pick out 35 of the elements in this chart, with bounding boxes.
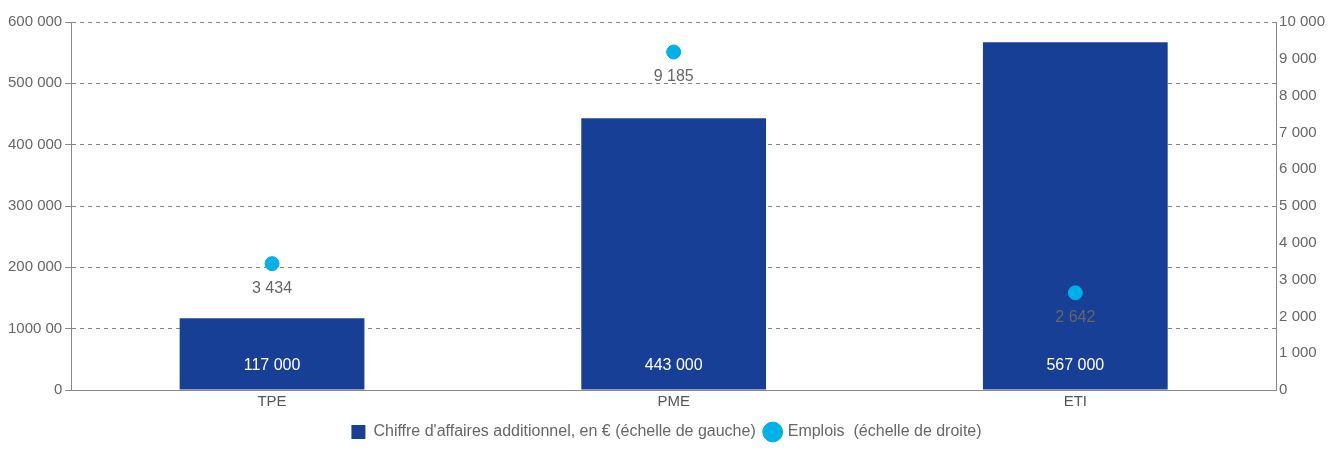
bar: [581, 118, 767, 390]
y2-tick-label: 6 000: [1279, 159, 1317, 177]
point: [1067, 285, 1083, 301]
point: [666, 44, 682, 60]
y-tick-label: 600 000: [7, 12, 63, 30]
y-tick-label: 200 000: [7, 257, 63, 275]
x-tick-label: TPE: [257, 392, 287, 410]
data-label: 117 000: [243, 355, 301, 373]
bar: [179, 318, 365, 390]
y-tick-label: 300 000: [7, 196, 63, 214]
y-tick-label: 0: [53, 380, 63, 398]
y2-tick-label: 8 000: [1279, 85, 1317, 103]
data-label: 567 000: [1046, 355, 1105, 373]
x-tick-label: PME: [657, 392, 690, 410]
y2-tick-label: 2 000: [1279, 306, 1317, 324]
y-tick-label: 1000 00: [7, 318, 63, 336]
legend-label: Chiffre d'affaires additionnel, en € (échelle de gauche): [373, 422, 756, 440]
data-label: 2 642: [1055, 308, 1096, 326]
y2-tick-label: 9 000: [1279, 48, 1317, 66]
y2-tick-label: 0: [1279, 380, 1288, 398]
y2-tick-label: 5 000: [1279, 196, 1317, 214]
data-label: 443 000: [644, 355, 703, 373]
y2-tick-label: 4 000: [1279, 232, 1317, 250]
legend-label: Emplois (échelle de droite): [787, 422, 982, 440]
bar: [982, 42, 1168, 390]
y2-tick-label: 7 000: [1279, 122, 1317, 140]
point: [264, 256, 280, 272]
y-tick-label: 400 000: [7, 134, 63, 152]
x-tick-label: ETI: [1063, 392, 1087, 410]
y2-tick-label: 3 000: [1279, 269, 1317, 287]
data-label: 3 434: [252, 279, 293, 297]
data-label: 9 185: [653, 67, 694, 85]
y-tick-label: 500 000: [7, 73, 63, 91]
y2-tick-label: 1 000: [1279, 343, 1317, 361]
y2-tick-label: 10 000: [1279, 12, 1326, 30]
